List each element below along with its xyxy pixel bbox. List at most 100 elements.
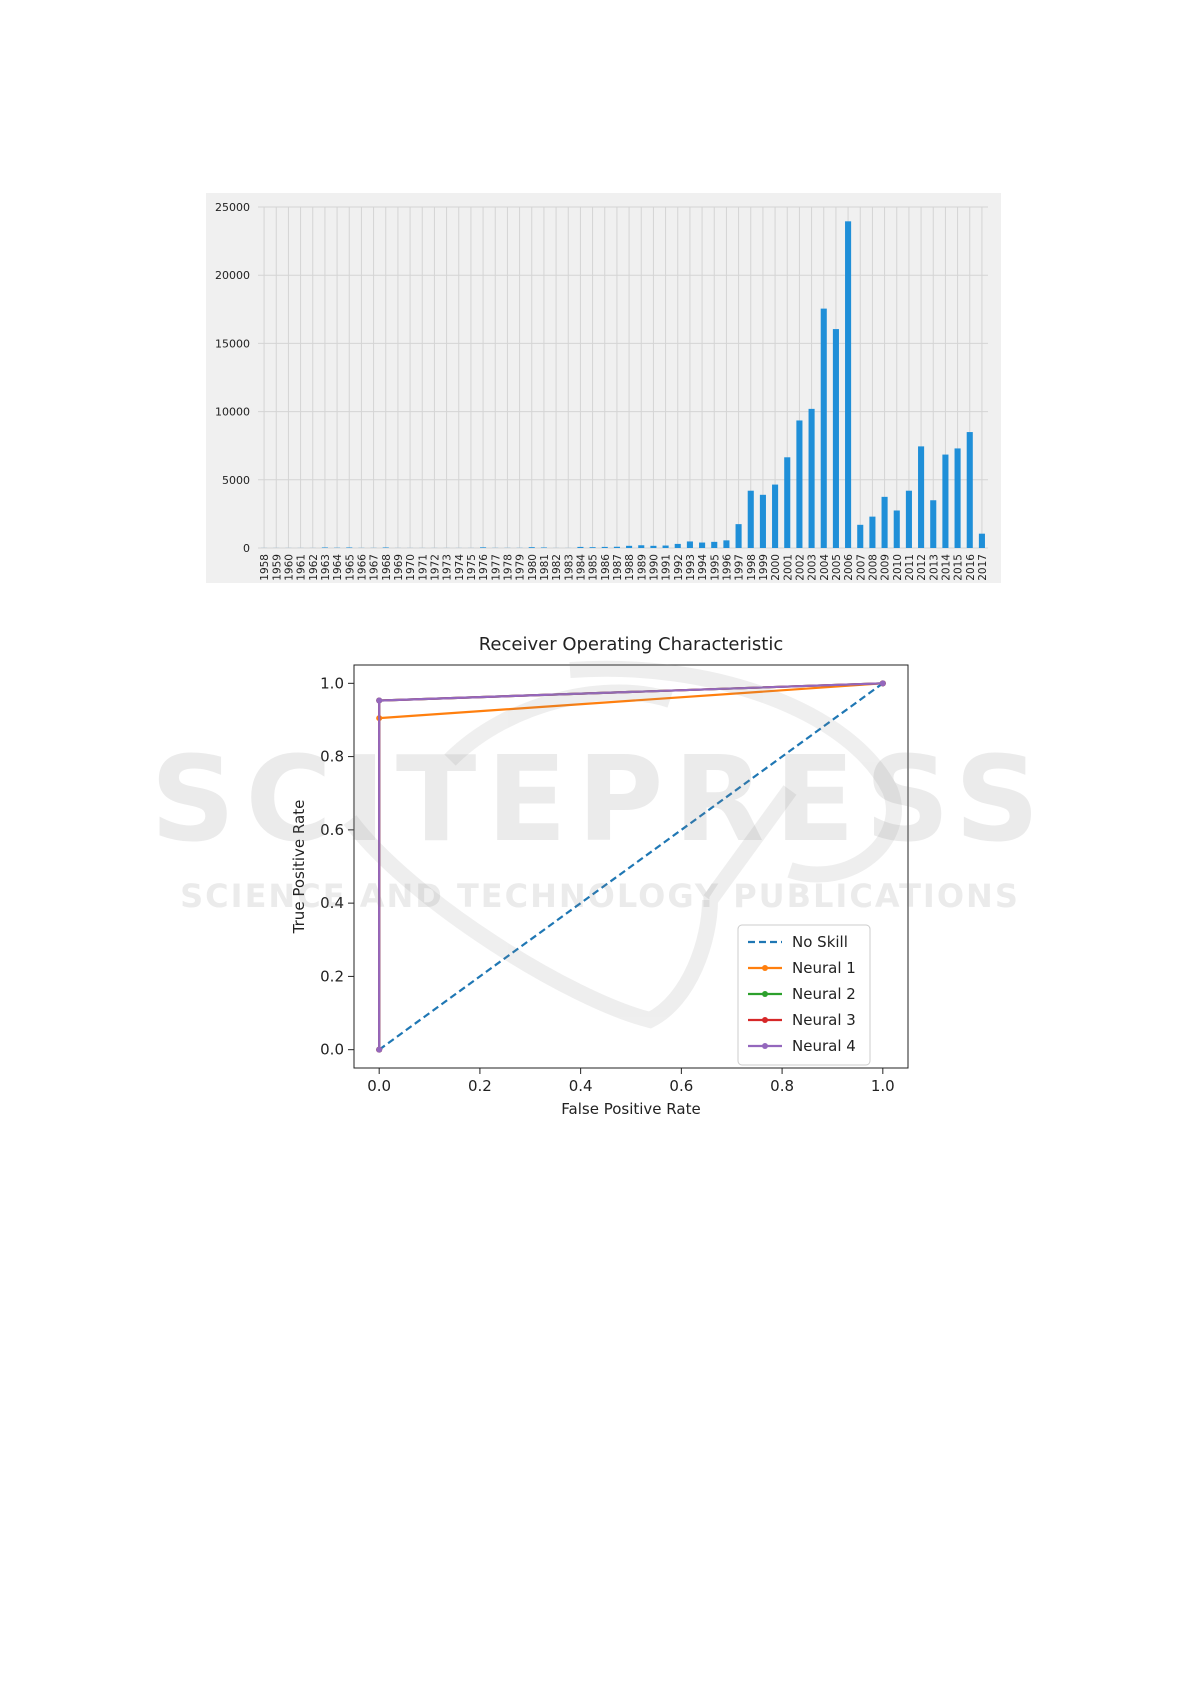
x-tick-label: 1971 (417, 554, 429, 581)
x-tick-label: 1970 (405, 554, 417, 581)
x-tick-label: 2012 (916, 554, 928, 581)
legend-label: Neural 4 (792, 1037, 856, 1055)
y-tick-label: 0.2 (320, 967, 344, 985)
x-tick-label: 2014 (940, 554, 952, 581)
x-tick-label: 1967 (369, 554, 381, 581)
legend-label: Neural 2 (792, 985, 856, 1003)
bar-1992 (674, 543, 681, 548)
x-tick-label: 1972 (429, 554, 441, 581)
x-tick-label: 1983 (563, 554, 575, 581)
x-tick-label: 1.0 (871, 1077, 895, 1095)
series-5-point (376, 697, 383, 704)
plot-background (206, 193, 1001, 583)
y-tick-label: 0.0 (320, 1041, 344, 1059)
bar-2014 (942, 454, 949, 548)
x-tick-label: 1981 (539, 554, 551, 581)
bar-1990 (650, 545, 657, 548)
plot-frame (353, 664, 909, 1069)
y-tick-label: 0 (243, 542, 250, 555)
x-tick-label: 0.8 (770, 1077, 794, 1095)
x-tick-label: 2011 (904, 554, 916, 581)
bar-1997 (735, 524, 742, 548)
bar-2000 (772, 484, 779, 548)
x-tick-label: 1989 (636, 554, 648, 581)
bar-1994 (699, 542, 706, 548)
legend-marker (762, 991, 768, 997)
x-tick-label: 2002 (794, 554, 806, 581)
y-tick-label: 0.8 (320, 748, 344, 766)
x-tick-label: 1977 (490, 554, 502, 581)
x-tick-label: 2003 (807, 554, 819, 581)
x-tick-label: 1978 (502, 554, 514, 581)
x-tick-label: 1975 (466, 554, 478, 581)
bar-1968 (382, 547, 389, 548)
legend-label: Neural 3 (792, 1011, 856, 1029)
bar-1989 (638, 545, 645, 548)
x-tick-label: 1963 (320, 554, 332, 581)
bar-1996 (723, 540, 730, 548)
bar-1984 (577, 546, 584, 548)
bar-2007 (857, 524, 864, 548)
series-line-1 (378, 682, 884, 1051)
bar-1986 (601, 546, 608, 548)
x-tick-label: 2005 (831, 554, 843, 581)
bar-2005 (832, 329, 839, 548)
x-tick-label: 1996 (721, 554, 733, 581)
series-5-point (879, 680, 886, 687)
x-tick-label: 1962 (308, 554, 320, 581)
x-tick-label: 0.6 (669, 1077, 693, 1095)
x-tick-label: 1985 (588, 554, 600, 581)
y-tick-label: 0.4 (320, 894, 344, 912)
bar-1991 (662, 545, 669, 548)
x-tick-label: 2004 (819, 554, 831, 581)
series-5-point (376, 1046, 383, 1053)
x-tick-label: 1961 (296, 554, 308, 581)
x-tick-label: 0.0 (367, 1077, 391, 1095)
x-tick-label: 1958 (259, 554, 271, 581)
legend (737, 924, 871, 1066)
x-tick-label: 2009 (880, 554, 892, 581)
y-tick-label: 20000 (215, 269, 250, 282)
x-tick-label: 1993 (685, 554, 697, 581)
x-tick-label: 2015 (953, 554, 965, 581)
x-tick-label: 2000 (770, 554, 782, 581)
y-tick-label: 5000 (222, 474, 250, 487)
x-tick-label: 2017 (977, 554, 989, 581)
bar-2013 (930, 500, 937, 548)
x-tick-label: 1965 (344, 554, 356, 581)
x-tick-label: 2008 (867, 554, 879, 581)
bar-2008 (869, 516, 876, 548)
bar-2010 (893, 510, 900, 548)
bar-1976 (480, 547, 487, 548)
bar-1963 (321, 547, 328, 548)
legend-marker (762, 965, 768, 971)
legend-label: No Skill (792, 933, 848, 951)
bar-1965 (346, 547, 353, 548)
bar-2015 (954, 448, 961, 548)
legend-label: Neural 1 (792, 959, 856, 977)
x-tick-label: 1964 (332, 554, 344, 581)
x-tick-label: 1992 (673, 554, 685, 581)
x-tick-label: 1968 (381, 554, 393, 581)
x-tick-label: 1969 (393, 554, 405, 581)
bar-2016 (966, 432, 973, 548)
bar-1981 (540, 547, 547, 548)
bar-2009 (881, 496, 888, 548)
y-axis-label: True Positive Rate (290, 800, 308, 935)
x-tick-label: 1987 (612, 554, 624, 581)
bar-2004 (820, 308, 827, 548)
bar-2012 (918, 446, 925, 548)
x-tick-label: 1979 (515, 554, 527, 581)
x-tick-label: 2006 (843, 554, 855, 581)
roc-chart: Receiver Operating Characteristic 0.0 0.2 0… (290, 634, 909, 1118)
x-tick-label: 1976 (478, 554, 490, 581)
bar-1980 (528, 547, 535, 548)
legend-marker (762, 1043, 768, 1049)
y-tick-label: 10000 (215, 406, 250, 419)
x-tick-label: 1984 (575, 554, 587, 581)
bar-2001 (784, 457, 791, 548)
y-tick-label: 0.6 (320, 821, 344, 839)
x-tick-label: 1982 (551, 554, 563, 581)
x-tick-label: 1999 (758, 554, 770, 581)
x-tick-label: 1997 (734, 554, 746, 581)
